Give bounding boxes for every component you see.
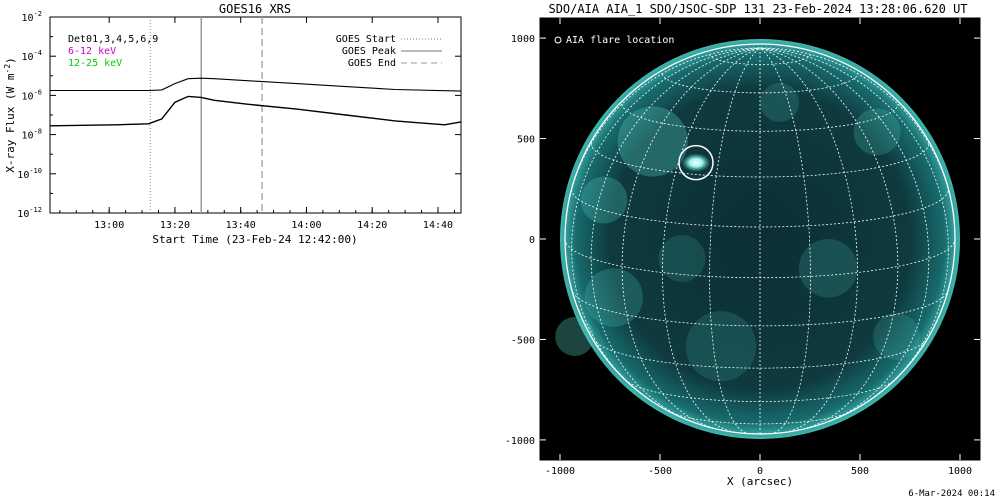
goes-y-tick-label: 10-12 [17, 206, 42, 220]
aia-y-tick-label: 0 [529, 235, 535, 246]
aia-y-tick-label: -1000 [505, 436, 535, 447]
aia-legend-label: AIA flare location [566, 35, 674, 46]
goes-y-tick-label: 10-4 [22, 49, 42, 63]
coronal-brightening [873, 313, 920, 360]
grid-line [571, 189, 949, 228]
coronal-brightening [799, 239, 858, 298]
goes-series-line [50, 77, 461, 92]
coronal-brightening [760, 83, 799, 122]
coronal-brightening [685, 311, 757, 382]
legend-goes-end: GOES End [348, 58, 396, 69]
grid-line [759, 47, 949, 395]
grid-line [759, 47, 811, 435]
channel-label-detectors: Det01,3,4,5,6,9 [68, 34, 158, 45]
grid-line [564, 47, 761, 240]
goes-x-tick-label: 13:20 [160, 220, 190, 231]
goes-x-tick-label: 14:00 [291, 220, 321, 231]
aia-x-tick-label: -1000 [545, 466, 575, 477]
grid-line [590, 47, 761, 422]
grid-line [621, 103, 899, 132]
goes-x-tick-label: 13:00 [94, 220, 124, 231]
coronal-brightening [658, 235, 706, 282]
goes-panel: GOES16 XRS 10-2 10-4 10-6 10-8 10-10 10-12 13… [3, 2, 462, 246]
coronal-brightening [584, 268, 643, 327]
goes-x-axis: 13:00 13:20 13:40 14:00 14:20 14:40 [59, 17, 455, 231]
aia-y-tick-label: 500 [517, 135, 535, 146]
coronal-brightening [617, 106, 688, 177]
grid-line [759, 47, 956, 240]
grid-line [709, 47, 761, 435]
aia-panel: SDO/AIA AIA_1 SDO/JSOC-SDP 131 23-Feb-20… [505, 2, 981, 488]
goes-y-tick-label: 10-10 [17, 167, 42, 181]
goes-x-tick-label: 13:40 [226, 220, 256, 231]
aia-x-axis-label: X (arcsec) [727, 475, 793, 488]
coronal-brightening [580, 176, 628, 224]
goes-series [50, 77, 461, 127]
aia-x-tick-label: -500 [648, 466, 672, 477]
goes-x-tick-label: 14:20 [357, 220, 387, 231]
legend-goes-start: GOES Start [336, 34, 396, 45]
flare-bright-region [681, 153, 711, 173]
channel-label-6-12kev: 6-12 keV [68, 46, 116, 57]
flare-location-marker [678, 144, 714, 181]
channel-label-12-25kev: 12-25 keV [68, 58, 122, 69]
aia-y-axis: 1000 500 0 -500 -1000 [505, 34, 980, 447]
sun-coronal-texture [555, 83, 920, 382]
goes-event-lines [149, 17, 263, 213]
grid-line [624, 379, 896, 402]
goes-y-tick-label: 10-2 [22, 10, 42, 24]
grid-line [668, 411, 852, 425]
goes-y-tick-label: 10-6 [22, 88, 42, 102]
goes-y-axis-label: X-ray Flux (W m-2) [3, 57, 17, 173]
aia-x-tick-label: 0 [757, 466, 763, 477]
goes-y-axis: 10-2 10-4 10-6 10-8 10-10 10-12 [17, 10, 461, 220]
goes-series-line [50, 95, 461, 127]
aia-x-axis: -1000 -500 0 500 1000 [545, 18, 972, 477]
grid-line [621, 47, 761, 430]
legend-goes-peak: GOES Peak [342, 46, 396, 57]
aia-x-tick-label: 1000 [948, 466, 972, 477]
grid-line [759, 47, 930, 422]
aia-y-tick-label: -500 [511, 335, 535, 346]
grid-line [759, 47, 858, 433]
goes-x-axis-label: Start Time (23-Feb-24 12:42:00) [152, 233, 357, 246]
grid-line [592, 339, 928, 369]
aia-legend-marker [554, 36, 562, 44]
grid-line [759, 47, 899, 430]
grid-line [571, 47, 761, 395]
coronal-brightening [555, 317, 595, 356]
grid-line [662, 47, 761, 433]
coronal-brightening [853, 108, 901, 156]
aia-y-tick-label: 1000 [511, 34, 535, 45]
aia-x-tick-label: 500 [851, 466, 869, 477]
goes-x-tick-label: 14:40 [423, 220, 453, 231]
footer-timestamp: 6-Mar-2024 00:14 [908, 489, 995, 499]
goes-legend: GOES Start GOES Peak GOES End [336, 34, 442, 69]
aia-title: SDO/AIA AIA_1 SDO/JSOC-SDP 131 23-Feb-20… [548, 2, 967, 16]
goes-title: GOES16 XRS [219, 2, 291, 16]
goes-y-tick-label: 10-8 [22, 128, 42, 142]
sun-disk [560, 39, 960, 439]
sun-limb [564, 43, 956, 435]
